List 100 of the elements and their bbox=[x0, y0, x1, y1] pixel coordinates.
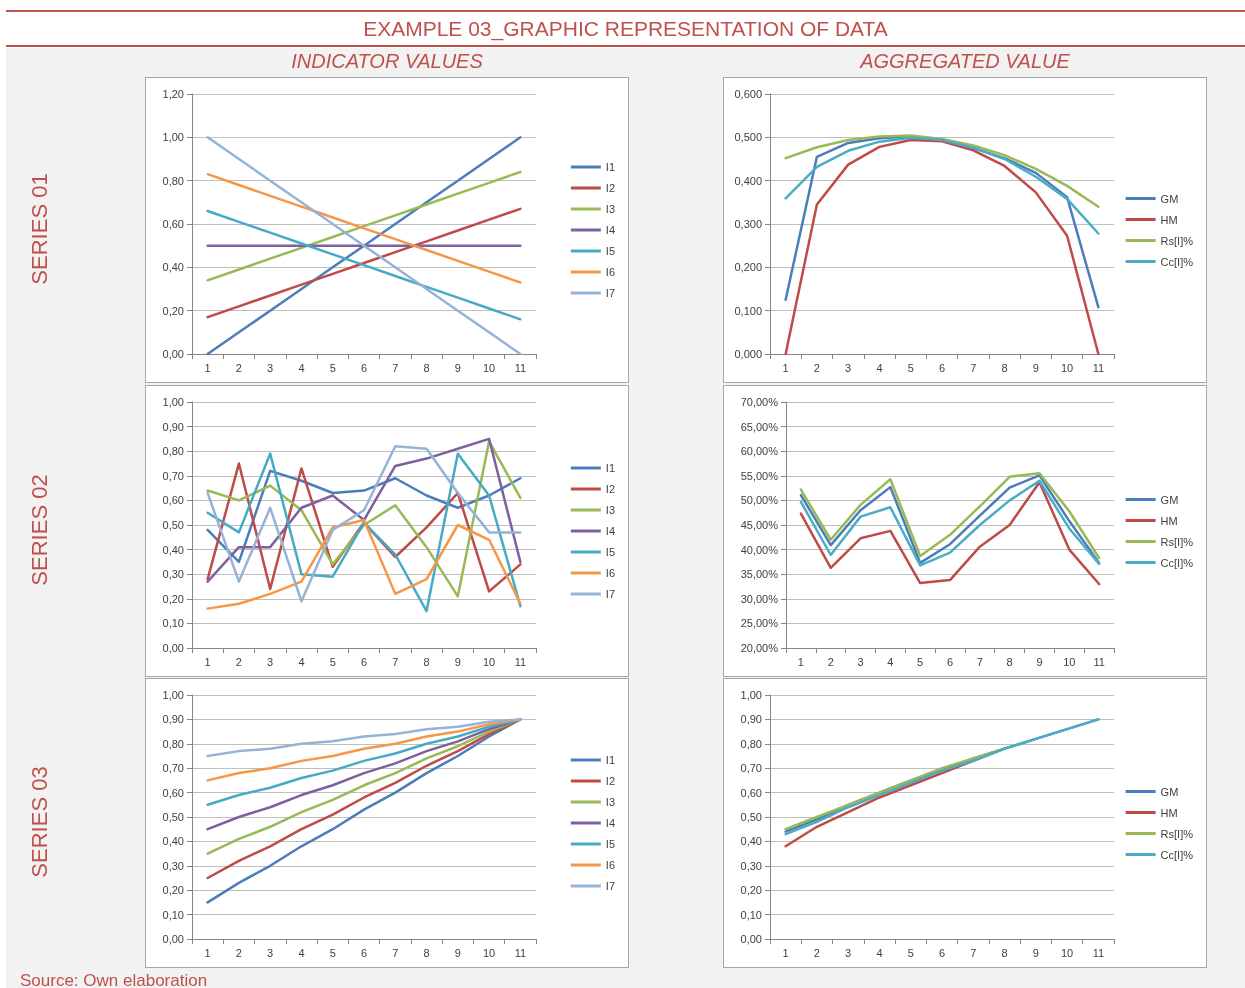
legend-label: I7 bbox=[605, 588, 616, 600]
y-tick-label: 30,00% bbox=[740, 592, 779, 605]
legend-label: HM bbox=[1160, 806, 1178, 819]
legend-label: Cc[I]% bbox=[1160, 556, 1194, 569]
y-tick-label: 0,60 bbox=[740, 786, 762, 799]
y-tick-label: 35,00% bbox=[740, 568, 779, 581]
x-tick-label: 9 bbox=[1032, 361, 1039, 374]
x-tick-label: 8 bbox=[423, 655, 430, 668]
text: EXAMPLE 03_GRAPHIC REPRESENTATION OF DATA bbox=[6, 10, 1245, 47]
legend-label: I1 bbox=[605, 161, 616, 173]
x-tick-label: 6 bbox=[938, 361, 946, 374]
x-tick-label: 3 bbox=[857, 655, 864, 668]
y-axis-title: SERIES 03 bbox=[27, 765, 53, 880]
legend-label: HM bbox=[1160, 514, 1178, 527]
legend-label: I7 bbox=[605, 880, 616, 892]
y-tick-label: 0,80 bbox=[162, 737, 184, 750]
y-tick-label: 0,60 bbox=[162, 494, 184, 507]
legend-label: I4 bbox=[605, 525, 616, 537]
y-tick-label: 0,50 bbox=[162, 519, 184, 531]
x-tick-label: 6 bbox=[938, 946, 946, 959]
line-series bbox=[784, 138, 1100, 356]
y-tick-label: 0,60 bbox=[162, 786, 184, 799]
y-tick-label: 0,20 bbox=[162, 884, 184, 897]
x-tick-label: 2 bbox=[827, 655, 834, 668]
line-series bbox=[784, 134, 1100, 208]
y-tick-label: 0,80 bbox=[162, 445, 184, 458]
x-tick-label: 5 bbox=[907, 946, 914, 959]
line-series bbox=[206, 718, 522, 758]
x-tick-label: 3 bbox=[267, 946, 274, 959]
x-tick-label: 4 bbox=[298, 946, 305, 959]
y-tick-label: 0,80 bbox=[740, 737, 762, 750]
x-tick-label: 4 bbox=[298, 655, 305, 668]
y-tick-label: 0,50 bbox=[162, 811, 184, 823]
x-tick-label: 7 bbox=[392, 946, 399, 959]
x-tick-label: 7 bbox=[392, 361, 399, 374]
y-tick-label: 0,300 bbox=[734, 218, 762, 230]
y-tick-label: 0,40 bbox=[162, 835, 184, 848]
x-tick-label: 11 bbox=[1092, 361, 1105, 374]
x-tick-label: 3 bbox=[267, 655, 274, 668]
y-tick-label: 0,90 bbox=[162, 713, 184, 726]
legend-label: Rs[I]% bbox=[1160, 827, 1194, 840]
x-tick-label: 3 bbox=[845, 946, 852, 959]
y-tick-label: 0,70 bbox=[740, 762, 762, 775]
x-tick-label: 5 bbox=[917, 655, 924, 668]
y-tick-label: 0,60 bbox=[162, 218, 184, 230]
legend-label: I4 bbox=[605, 224, 616, 236]
y-tick-label: 0,40 bbox=[162, 543, 184, 556]
x-tick-label: 1 bbox=[797, 655, 804, 668]
x-tick-label: 2 bbox=[813, 946, 820, 959]
y-tick-label: 0,00 bbox=[740, 933, 762, 945]
y-tick-label: 0,600 bbox=[734, 88, 762, 100]
legend-label: I3 bbox=[605, 504, 616, 516]
y-tick-label: 0,100 bbox=[734, 304, 762, 317]
x-tick-label: 4 bbox=[876, 361, 883, 374]
x-tick-label: 2 bbox=[235, 946, 242, 959]
x-tick-label: 10 bbox=[1060, 361, 1074, 374]
x-tick-label: 7 bbox=[970, 946, 977, 959]
x-tick-label: 4 bbox=[887, 655, 894, 668]
x-tick-label: 11 bbox=[514, 655, 527, 668]
y-axis-title: SERIES 02 bbox=[27, 473, 53, 588]
x-tick-label: 7 bbox=[392, 655, 399, 668]
y-tick-label: 0,10 bbox=[740, 908, 762, 921]
line-series bbox=[206, 136, 522, 356]
y-tick-label: 0,70 bbox=[162, 762, 184, 775]
y-tick-label: 0,20 bbox=[740, 884, 762, 897]
y-tick-label: 0,90 bbox=[740, 713, 762, 726]
legend-label: I5 bbox=[605, 838, 616, 850]
legend-label: I3 bbox=[605, 796, 616, 808]
x-tick-label: 5 bbox=[329, 361, 336, 374]
y-tick-label: 40,00% bbox=[740, 543, 779, 556]
x-tick-label: 1 bbox=[204, 946, 211, 959]
y-tick-label: 25,00% bbox=[740, 617, 779, 630]
x-tick-label: 9 bbox=[1036, 655, 1043, 668]
y-tick-label: 0,500 bbox=[734, 131, 762, 144]
x-tick-label: 10 bbox=[1063, 655, 1076, 668]
legend-label: I2 bbox=[605, 483, 616, 495]
y-tick-label: 0,90 bbox=[162, 420, 184, 433]
x-tick-label: 6 bbox=[360, 946, 368, 959]
y-tick-label: 0,50 bbox=[740, 811, 762, 823]
legend-label: I5 bbox=[605, 546, 616, 558]
x-tick-label: 9 bbox=[454, 655, 461, 668]
chart-subtitle: INDICATOR VALUES bbox=[290, 50, 484, 73]
x-tick-label: 9 bbox=[1032, 946, 1039, 959]
x-tick-label: 8 bbox=[1001, 361, 1008, 374]
y-tick-label: 0,30 bbox=[740, 859, 762, 872]
x-tick-label: 1 bbox=[782, 946, 789, 959]
legend-label: I1 bbox=[605, 754, 616, 766]
y-tick-label: 0,30 bbox=[162, 859, 184, 872]
y-tick-label: 0,20 bbox=[162, 592, 184, 605]
chart-subtitle: AGGREGATED VALUE bbox=[858, 50, 1071, 73]
y-tick-label: 50,00% bbox=[740, 494, 779, 507]
y-tick-label: 1,20 bbox=[162, 88, 184, 100]
x-tick-label: 8 bbox=[423, 946, 430, 959]
y-tick-label: 0,10 bbox=[162, 617, 184, 630]
x-tick-label: 10 bbox=[482, 655, 496, 668]
legend-label: I2 bbox=[605, 775, 616, 787]
y-tick-label: 45,00% bbox=[740, 519, 779, 531]
y-tick-label: 1,00 bbox=[162, 689, 184, 701]
legend-label: I6 bbox=[605, 567, 616, 579]
y-tick-label: 20,00% bbox=[740, 642, 779, 654]
